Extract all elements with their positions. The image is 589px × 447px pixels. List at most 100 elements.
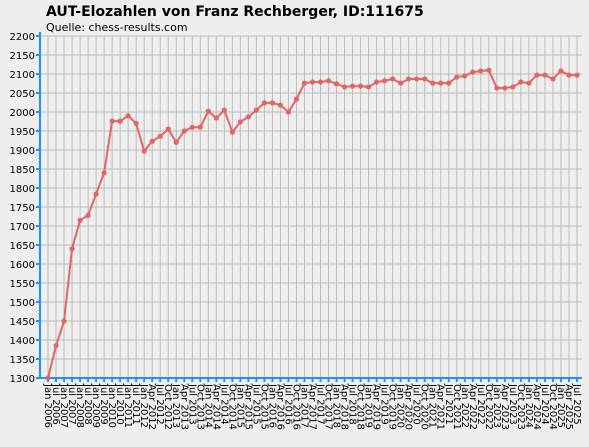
x-tick-label: Jan 2024	[523, 383, 534, 428]
x-tick-label: Jul 2017	[315, 383, 326, 425]
x-tick-label: Jan 2023	[491, 383, 502, 428]
x-tick-label: Jul 2011	[130, 383, 141, 425]
point	[149, 138, 155, 144]
x-tick-label: Oct 2015	[258, 384, 269, 430]
point	[285, 109, 292, 115]
y-tick-label: 1350	[10, 355, 35, 366]
point	[269, 100, 276, 106]
x-tick-label: Jan 2006	[42, 383, 53, 428]
x-tick-label: Apr 2020	[403, 384, 414, 430]
point	[85, 212, 91, 218]
x-tick-label: Jan 2022	[459, 383, 470, 428]
point	[518, 79, 524, 85]
point	[566, 72, 572, 78]
point	[374, 79, 380, 85]
x-tick-label: Jul 2013	[186, 383, 197, 425]
y-tick-label: 2150	[10, 51, 35, 62]
point	[93, 191, 99, 197]
point	[357, 83, 364, 89]
point	[462, 73, 468, 79]
point	[478, 68, 484, 74]
y-tick-label: 2100	[10, 70, 35, 81]
y-tick-label: 1450	[10, 317, 35, 328]
y-tick-label: 1650	[10, 241, 35, 252]
x-tick-label: Jan 2008	[74, 383, 85, 428]
x-tick-label: Jan 2016	[266, 383, 277, 428]
point	[61, 318, 67, 324]
x-tick-label: Oct 2013	[194, 384, 205, 430]
point	[317, 79, 324, 85]
x-tick-label: Apr 2025	[563, 384, 574, 430]
point	[526, 80, 532, 86]
point	[470, 69, 476, 75]
x-tick-label: Jan 2025	[555, 383, 566, 428]
x-tick-label: Jul 2023	[507, 383, 518, 425]
x-tick-label: Jul 2022	[475, 383, 486, 425]
x-tick-label: Jan 2018	[331, 383, 342, 428]
x-tick-label: Apr 2019	[371, 384, 382, 430]
x-tick-label: Apr 2013	[178, 384, 189, 430]
x-tick-label: Jul 2012	[154, 383, 165, 425]
x-tick-label: Jan 2012	[138, 383, 149, 428]
x-tick-label: Oct 2024	[547, 384, 558, 430]
point	[390, 76, 396, 82]
x-tick-label: Apr 2021	[435, 384, 446, 430]
x-tick-label: Oct 2018	[355, 384, 366, 430]
point	[173, 139, 179, 145]
point	[77, 217, 83, 223]
x-tick-label: Jul 2014	[218, 383, 229, 425]
y-tick-label: 2200	[10, 32, 35, 43]
point	[534, 72, 540, 78]
point	[309, 79, 316, 85]
point	[333, 81, 340, 87]
point	[398, 80, 404, 86]
x-tick-label: Jul 2018	[347, 383, 358, 425]
x-tick-label: Oct 2014	[226, 384, 237, 430]
point	[574, 72, 580, 78]
x-tick-label: Jul 2021	[443, 383, 454, 425]
point	[301, 80, 308, 86]
x-tick-label: Jul 2016	[282, 383, 293, 425]
x-tick-label: Apr 2022	[467, 384, 478, 430]
x-tick-label: Jan 2021	[427, 383, 438, 428]
x-tick-label: Jul 2024	[539, 383, 550, 425]
y-tick-label: 2000	[10, 108, 35, 119]
point	[229, 129, 235, 135]
point	[213, 115, 219, 121]
y-tick-label: 1850	[10, 165, 35, 176]
point	[446, 80, 452, 86]
x-tick-label: Apr 2023	[499, 384, 510, 430]
x-tick-label: Jul 2007	[66, 383, 77, 425]
point	[406, 76, 412, 82]
point	[494, 85, 500, 91]
x-tick-label: Jan 2013	[170, 383, 181, 428]
y-tick-label: 1300	[10, 374, 35, 385]
point	[181, 128, 187, 134]
x-tick-label: Jan 2015	[234, 383, 245, 428]
x-tick-label: Jul 2010	[114, 383, 125, 425]
x-tick-label: Jan 2014	[202, 383, 213, 428]
chart-title: AUT-Elozahlen von Franz Rechberger, ID:1…	[46, 4, 424, 20]
x-tick-label: Oct 2017	[323, 384, 334, 430]
y-tick-label: 1750	[10, 203, 35, 214]
y-tick-label: 1900	[10, 146, 35, 157]
point	[197, 124, 203, 130]
y-tick-label: 2050	[10, 89, 35, 100]
point	[293, 96, 300, 102]
x-tick-label: Jul 2019	[379, 383, 390, 425]
x-tick-label: Jan 2009	[90, 383, 101, 428]
point	[101, 170, 107, 176]
point	[125, 113, 131, 119]
point	[430, 80, 436, 86]
point	[349, 83, 356, 89]
point	[510, 84, 516, 90]
x-tick-label: Jul 2025	[571, 383, 582, 425]
x-tick-label: Jul 2015	[250, 383, 261, 425]
x-tick-label: Jan 2017	[298, 383, 309, 428]
point	[366, 84, 372, 90]
x-tick-label: Jan 2010	[106, 383, 117, 428]
point	[558, 68, 564, 74]
x-tick-label: Oct 2016	[290, 384, 301, 430]
x-tick-label: Oct 2021	[451, 384, 462, 430]
